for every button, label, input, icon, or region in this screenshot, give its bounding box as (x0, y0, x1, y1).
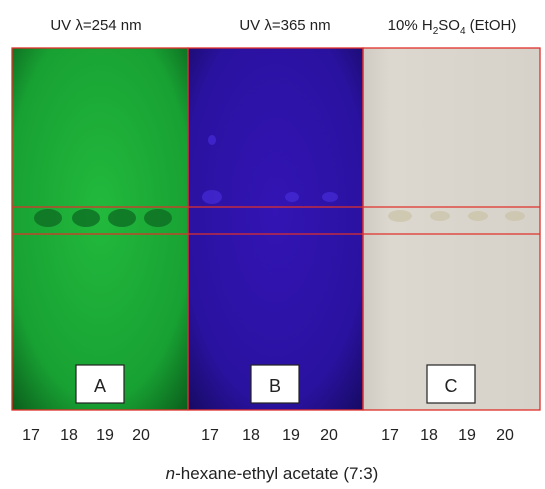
plates (12, 48, 540, 410)
title-part: SO (438, 17, 460, 34)
panel-label: A (94, 376, 106, 396)
plate-b (188, 48, 363, 410)
plate-a (12, 48, 188, 410)
title-part: 10% H (388, 17, 433, 34)
lane-number: 20 (132, 427, 150, 444)
lane-number: 17 (22, 427, 40, 444)
lane-number: 20 (320, 427, 338, 444)
panel-label: C (445, 376, 458, 396)
panel-label: B (269, 376, 281, 396)
lane-number: 18 (242, 427, 260, 444)
tlc-figure: UV λ=254 nm A 17 18 19 20 UV λ=365 nm B 17 18 19 20… (0, 0, 545, 489)
lane-number: 19 (282, 427, 300, 444)
lane-number: 18 (420, 427, 438, 444)
lane-number: 19 (96, 427, 114, 444)
title-part: (EtOH) (466, 17, 517, 34)
panel-title: UV λ=365 nm (239, 17, 330, 34)
title-part: UV λ=365 nm (239, 17, 330, 34)
title-part: UV λ=254 nm (50, 17, 141, 34)
plate-c (363, 48, 540, 410)
lane-number: 17 (381, 427, 399, 444)
lane-number: 19 (458, 427, 476, 444)
lane-number: 17 (201, 427, 219, 444)
caption-part: n (166, 464, 175, 483)
panel-title: UV λ=254 nm (50, 17, 141, 34)
lane-number: 18 (60, 427, 78, 444)
panel-title: 10% H2SO4 (EtOH) (388, 17, 517, 37)
caption: n-hexane-ethyl acetate (7:3) (166, 464, 379, 483)
lane-number: 20 (496, 427, 514, 444)
caption-part: -hexane-ethyl acetate (7:3) (175, 464, 378, 483)
figure: UV λ=254 nm A 17 18 19 20 UV λ=365 nm B 17 18 19 20… (0, 0, 545, 489)
